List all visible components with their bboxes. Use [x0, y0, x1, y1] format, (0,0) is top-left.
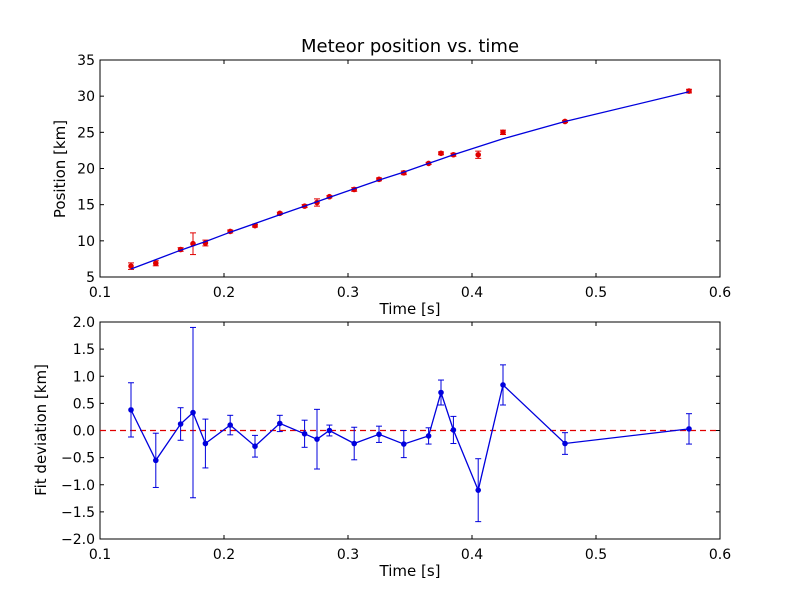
data-point	[277, 420, 283, 427]
data-point	[227, 422, 233, 428]
data-point	[438, 389, 444, 396]
data-point	[177, 421, 184, 427]
x-axis-label: Time [s]	[379, 562, 441, 580]
y-tick-label: 10	[77, 234, 95, 250]
fit-line	[130, 91, 690, 270]
data-point	[500, 382, 506, 388]
data-point	[326, 427, 333, 434]
data-point	[314, 436, 320, 442]
x-tick-label: 0.2	[213, 547, 235, 563]
x-axis-label: Time [s]	[379, 300, 441, 318]
data-point	[153, 457, 159, 464]
data-point	[153, 260, 159, 267]
y-tick-label: −1.0	[61, 478, 95, 494]
x-tick-label: 0.4	[461, 285, 483, 301]
x-tick-label: 0.3	[337, 285, 359, 301]
y-tick-label: 5	[86, 270, 95, 286]
data-point	[450, 427, 457, 433]
x-tick-label: 0.5	[585, 547, 607, 563]
x-tick-label: 0.4	[461, 547, 483, 563]
x-tick-label: 0.3	[337, 547, 359, 563]
data-point	[351, 440, 358, 447]
x-tick-label: 0.2	[213, 285, 235, 301]
data-point	[562, 440, 568, 447]
y-axis-label: Position [km]	[51, 120, 69, 218]
y-axis-label: Fit deviation [km]	[32, 364, 50, 496]
y-tick-label: 15	[77, 198, 95, 214]
data-point	[438, 150, 444, 157]
y-tick-label: 2.0	[73, 315, 95, 331]
data-point	[425, 433, 432, 439]
data-point	[401, 441, 407, 447]
x-tick-label: 0.5	[585, 285, 607, 301]
position-panel: Meteor position vs. time Time [s] Positi…	[51, 36, 731, 318]
y-tick-label: 35	[77, 53, 95, 69]
data-point	[500, 129, 506, 136]
deviation-panel: Time [s] Fit deviation [km] 0.1 0.2 0.3 0.4…	[32, 315, 731, 580]
y-tick-label: 20	[77, 162, 95, 178]
data-point	[252, 443, 258, 450]
data-point	[190, 409, 196, 416]
y-tick-label: −0.5	[61, 451, 95, 467]
y-tick-label: 0.0	[73, 424, 95, 440]
data-point	[202, 440, 209, 447]
chart-title: Meteor position vs. time	[301, 36, 519, 57]
y-tick-label: 30	[77, 89, 95, 105]
data-point	[686, 426, 692, 432]
y-tick-label: −1.5	[61, 505, 95, 521]
y-tick-label: 0.5	[73, 396, 95, 412]
data-point	[475, 151, 482, 158]
x-tick-label: 0.6	[709, 285, 731, 301]
x-tick-label: 0.1	[89, 547, 111, 563]
data-point	[475, 487, 482, 493]
y-tick-label: 1.5	[73, 342, 95, 358]
data-point	[301, 430, 308, 437]
x-tick-label: 0.6	[709, 547, 731, 563]
data-point	[128, 407, 134, 413]
y-tick-label: −2.0	[61, 532, 95, 548]
y-tick-label: 1.0	[73, 369, 95, 385]
x-tick-label: 0.1	[89, 285, 111, 301]
data-point	[376, 431, 382, 438]
y-tick-label: 25	[77, 125, 95, 141]
